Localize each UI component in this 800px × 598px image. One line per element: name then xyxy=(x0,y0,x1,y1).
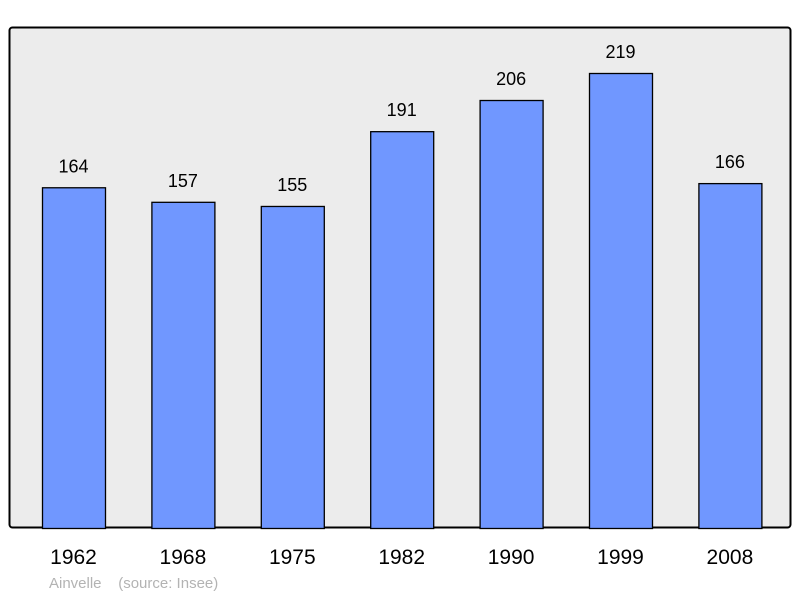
x-tick-label-1975: 1975 xyxy=(269,546,316,569)
data-label-2008: 166 xyxy=(715,152,745,172)
x-tick-label-1982: 1982 xyxy=(378,546,425,569)
data-label-1982: 191 xyxy=(387,100,417,120)
chart-footer: Ainvelle (source: Insee) xyxy=(49,575,218,592)
data-label-1990: 206 xyxy=(496,69,526,89)
bar-1982 xyxy=(370,131,435,530)
source-label: (source: Insee) xyxy=(118,575,219,592)
bar-1962 xyxy=(41,187,107,530)
data-label-1962: 164 xyxy=(58,156,88,176)
place-name: Ainvelle xyxy=(49,575,102,592)
x-tick-label-1999: 1999 xyxy=(597,546,644,569)
bar-1968 xyxy=(151,201,216,530)
bar-2008 xyxy=(698,182,763,530)
x-tick-label-1990: 1990 xyxy=(488,546,535,569)
bar-1999 xyxy=(588,72,654,530)
bar-1990 xyxy=(479,99,544,530)
x-tick-label-1962: 1962 xyxy=(50,546,97,569)
data-label-1999: 219 xyxy=(605,42,635,62)
data-label-1975: 155 xyxy=(277,175,307,195)
data-label-1968: 157 xyxy=(168,171,198,191)
x-tick-label-2008: 2008 xyxy=(707,546,754,569)
bar-1975 xyxy=(260,205,325,530)
x-tick-label-1968: 1968 xyxy=(160,546,207,569)
